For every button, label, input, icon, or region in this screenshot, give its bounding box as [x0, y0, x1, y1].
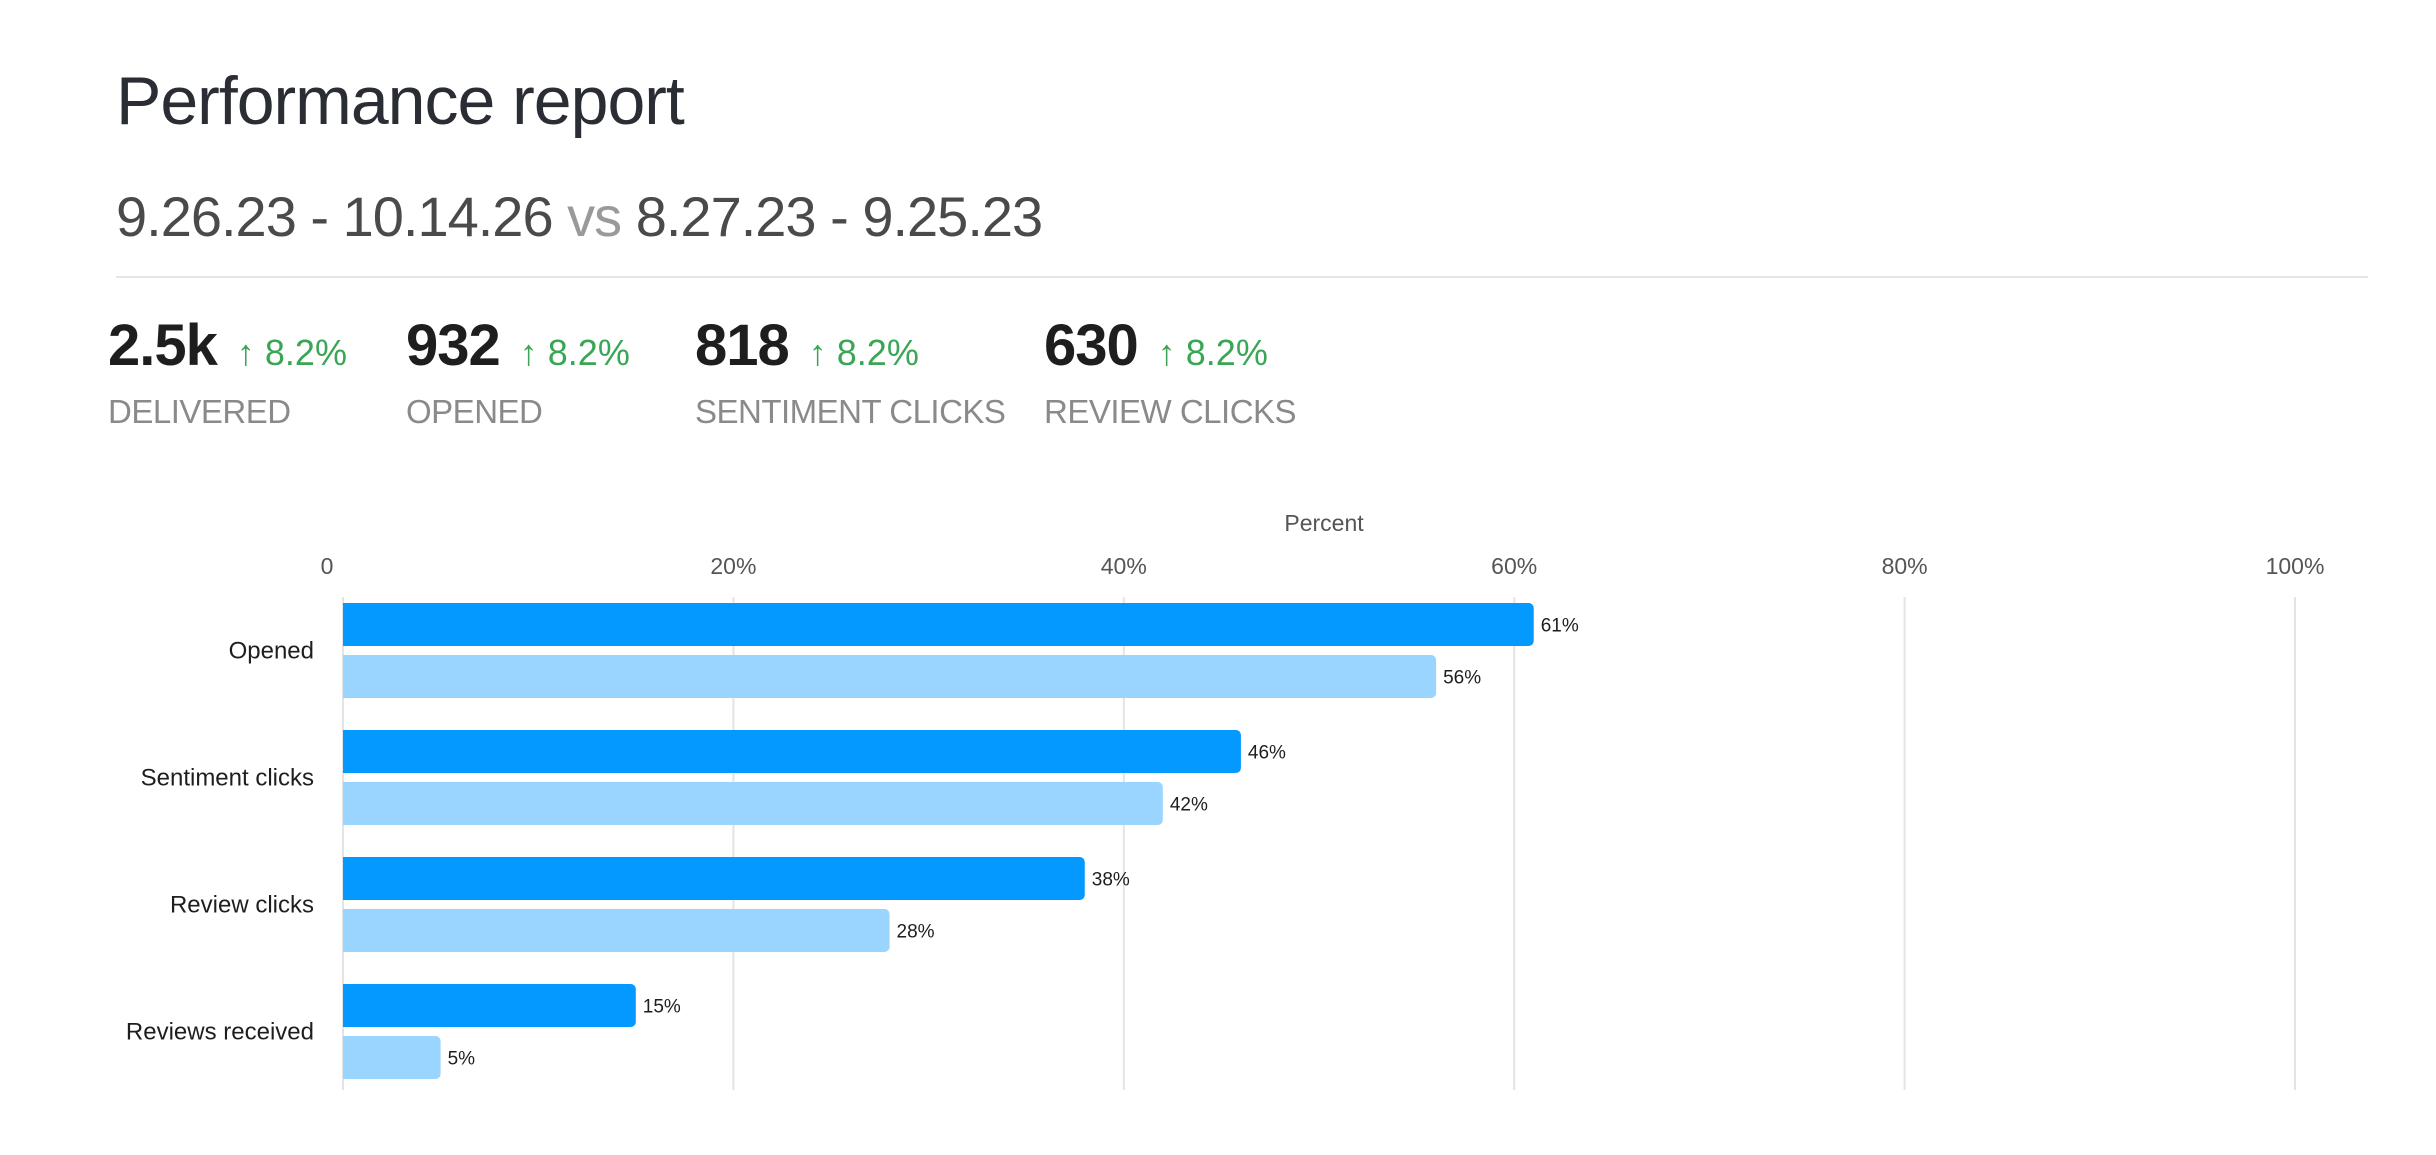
bar-value-label: 38% — [1092, 870, 1130, 891]
bar-current — [343, 857, 1085, 900]
bar-value-label: 28% — [897, 922, 935, 943]
bar-value-label: 15% — [643, 997, 681, 1018]
bar-current — [342, 730, 1241, 773]
bar-value-label: 56% — [1443, 668, 1481, 689]
x-tick-label: 80% — [1882, 553, 1928, 579]
bar-current — [343, 603, 1534, 646]
bar-previous — [343, 782, 1163, 825]
kpi-value: 932 — [406, 313, 501, 378]
kpi-sentiment-clicks: 818 ↑ 8.2% SENTIMENT CLICKS — [695, 312, 1006, 431]
kpi-value: 2.5k — [108, 313, 218, 378]
kpi-label: DELIVERED — [108, 393, 291, 430]
x-axis-label: Percent — [1284, 510, 1364, 536]
category-label: Reviews received — [126, 1019, 314, 1046]
category-label: Opened — [229, 638, 314, 665]
bar-value-label: 42% — [1170, 795, 1208, 816]
bar-previous — [343, 655, 1437, 698]
vs-label: vs — [567, 185, 622, 248]
divider — [116, 276, 2368, 278]
kpi-value: 818 — [695, 313, 790, 378]
date-range: 9.26.23 - 10.14.26 vs 8.27.23 - 9.25.23 — [116, 184, 1043, 249]
bar-value-label: 61% — [1541, 616, 1579, 637]
bar-current — [343, 984, 636, 1027]
kpi-review-clicks: 630 ↑ 8.2% REVIEW CLICKS — [1044, 312, 1297, 431]
kpi-value: 630 — [1044, 313, 1139, 378]
bar-value-label: 46% — [1248, 743, 1286, 764]
x-tick-label: 60% — [1491, 553, 1537, 579]
category-label: Sentiment clicks — [141, 765, 314, 792]
current-range: 9.26.23 - 10.14.26 — [116, 185, 554, 248]
previous-range: 8.27.23 - 9.25.23 — [635, 185, 1043, 248]
bar-previous — [343, 909, 890, 952]
kpi-label: SENTIMENT CLICKS — [695, 393, 1006, 430]
kpi-delivered: 2.5k ↑ 8.2% DELIVERED — [108, 312, 347, 431]
kpi-label: REVIEW CLICKS — [1044, 393, 1297, 430]
page-title: Performance report — [116, 63, 685, 139]
category-label: Review clicks — [170, 892, 314, 919]
kpi-opened: 932 ↑ 8.2% OPENED — [406, 312, 630, 431]
x-tick-label: 0 — [321, 553, 334, 579]
kpi-change: ↑ 8.2% — [808, 332, 919, 373]
x-tick-label: 40% — [1101, 553, 1147, 579]
bar-previous — [343, 1036, 441, 1079]
x-tick-label: 20% — [710, 553, 756, 579]
kpi-label: OPENED — [406, 393, 543, 430]
kpi-change: ↑ 8.2% — [519, 332, 630, 373]
kpi-change: ↑ 8.2% — [236, 332, 347, 373]
x-tick-label: 100% — [2266, 553, 2325, 579]
kpi-change: ↑ 8.2% — [1157, 332, 1268, 373]
bar-value-label: 5% — [448, 1049, 476, 1070]
